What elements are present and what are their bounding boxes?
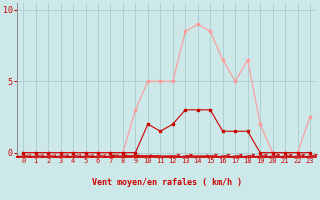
X-axis label: Vent moyen/en rafales ( km/h ): Vent moyen/en rafales ( km/h ) <box>92 178 242 187</box>
